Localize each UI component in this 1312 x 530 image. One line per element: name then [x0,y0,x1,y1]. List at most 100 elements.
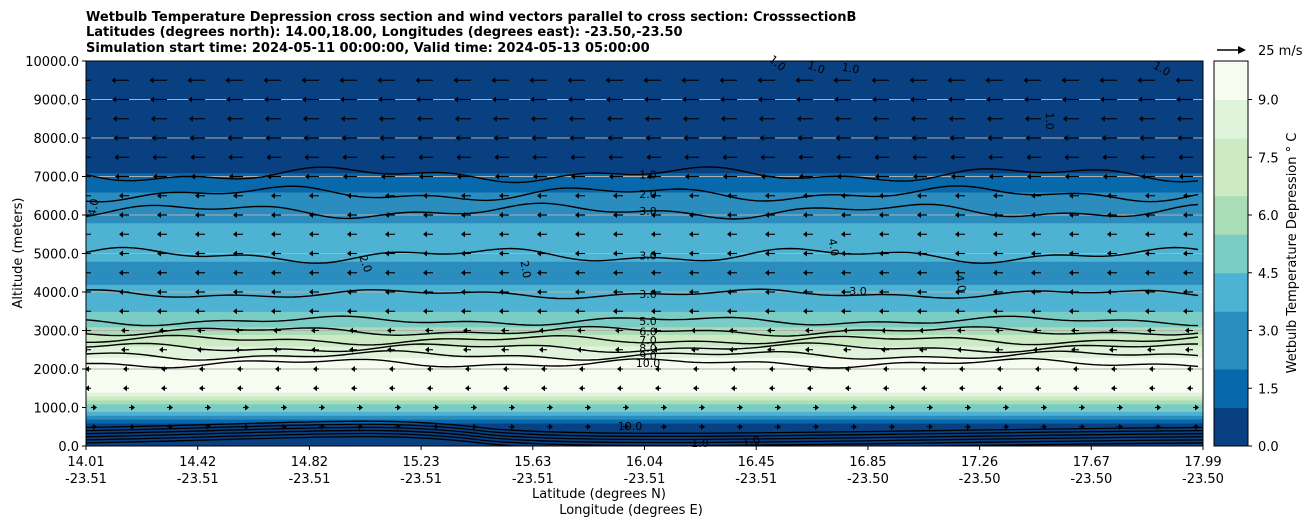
wind-vector-head [499,289,503,295]
depression-band [86,426,1203,432]
surface-contour [86,429,1203,444]
wind-vector-head [987,135,992,141]
wind-vector-head [693,366,697,372]
depression-band [86,245,1203,251]
depression-band [86,353,1203,359]
wind-vector-head [719,77,724,84]
depression-band [86,164,1203,170]
depression-band [86,199,1203,205]
depression-band [86,168,1203,174]
depression-band [86,103,1203,108]
colorbar-segment [1214,195,1248,216]
contour-label: 10.0 [636,357,661,370]
wind-vector-head [305,173,309,180]
contour-line [86,202,1199,220]
wind-vector-head [321,404,325,411]
wind-vector-head [1064,154,1069,161]
wind-vector-head [993,212,997,218]
wind-vector-head [341,135,346,141]
depression-band [86,357,1203,362]
colorbar-segment [1214,118,1248,139]
wind-vector-head [613,289,617,295]
wind-vector-head [683,135,688,141]
wind-vector-head [157,212,161,218]
wind-vector-head [761,173,765,180]
wind-vector-head [1107,308,1111,315]
wind-vector-head [883,385,887,392]
colorbar-tick-label: 7.5 [1258,151,1279,166]
wind-vector-head [461,231,465,238]
wind-vector-head [613,250,617,257]
wind-vector-head [195,250,199,257]
y-axis-label: Altitude (meters) [11,198,26,309]
contour-label: 6.0 [639,325,657,338]
wind-vector-head [1031,250,1035,257]
wind-vector-head [997,366,1001,372]
wind-vector-head [701,404,705,411]
depression-band [86,438,1203,443]
wind-vector-head [1138,115,1143,122]
depression-band [86,399,1203,405]
contour-label: 10.0 [618,420,643,433]
depression-band [86,157,1203,162]
wind-vector-head [993,192,997,199]
colorbar-segment [1214,426,1248,447]
x-tick-label-lat: 14.01 [67,455,104,470]
wind-vector-head [729,327,733,334]
wind-vector-head [1145,231,1149,238]
wind-vector-head [1062,115,1067,122]
wind-vector-head [608,154,613,161]
wind-vector-head [1109,327,1113,334]
depression-band [86,272,1203,278]
wind-vector-head [765,289,769,295]
x-tick-label-lon: -23.51 [400,472,442,487]
wind-vector-head [843,327,847,334]
colorbar-segment [1214,292,1248,312]
depression-band [86,295,1203,301]
wind-vector-head [879,231,883,238]
wind-vector-head [653,346,657,353]
wind-vector-head [385,212,389,218]
wind-vector-head [457,173,461,180]
wind-vector-head [655,366,659,372]
wind-vector-head [169,404,173,411]
wind-vector-head [727,231,731,238]
colorbar-segment [1214,311,1248,331]
wind-vector-head [912,154,917,161]
contour-label: 2.0 [518,260,534,279]
wind-vector-head [461,212,465,218]
wind-vector-head [503,366,507,372]
depression-band [86,311,1203,316]
wind-vector-head [1145,289,1149,295]
wind-vector-head [1187,385,1191,392]
wind-vector-head [587,404,591,411]
wind-vector-head [841,212,845,218]
wind-vector-head [283,404,287,411]
contour-label: 4.0 [953,274,969,293]
wind-vector-head [689,192,693,199]
wind-vector-head [1061,77,1066,84]
wind-vector-head [1031,308,1035,315]
wind-vector-head [157,308,161,315]
wind-vector-head [1081,423,1085,430]
wind-vector-head [841,192,845,199]
colorbar-tick-label: 3.0 [1258,325,1279,340]
wind-vector-head [463,327,467,334]
wind-vector-head [1145,192,1149,199]
wind-vector-head [841,250,845,257]
wind-vector-head [226,96,231,103]
wind-vector-head [644,96,649,103]
depression-band [86,407,1203,412]
wind-vector-head [879,308,883,315]
wind-vector-head [955,289,959,295]
wind-vector-head [613,308,617,315]
wind-vector-head [461,308,465,315]
depression-band [86,395,1203,401]
wind-vector-head [271,289,275,295]
contour-label: 8.0 [639,342,657,355]
wind-vector-head [955,269,959,276]
wind-vector-head [879,269,883,276]
wind-vector-head [423,308,427,315]
wind-vector-head [613,269,617,276]
wind-vector-head [720,96,725,103]
